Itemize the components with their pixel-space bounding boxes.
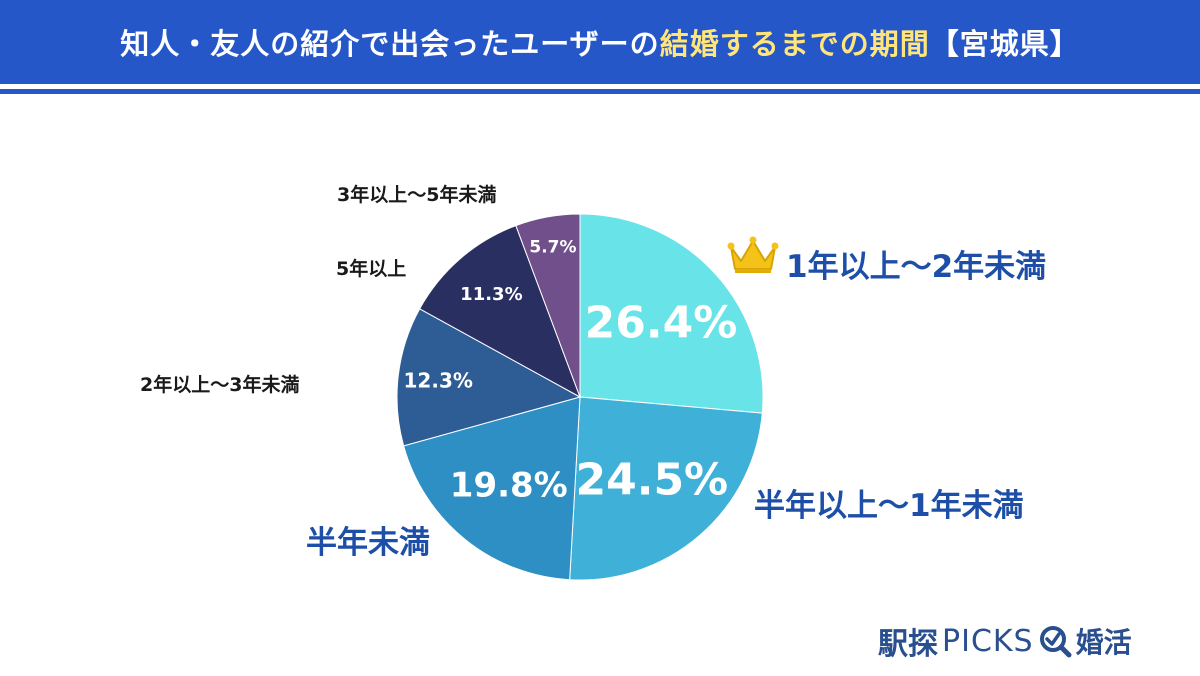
slice-value-label-5: 5.7%: [529, 238, 576, 258]
logo-text-picks: PICKS: [942, 623, 1034, 659]
slice-value-label-0: 26.4%: [585, 297, 738, 348]
category-label-under-6m: 半年未満: [306, 525, 430, 561]
slice-value-label-1: 24.5%: [576, 455, 729, 506]
title-main: 知人・友人の紹介で出会ったユーザーの: [120, 27, 660, 61]
category-label-1-2y: 1年以上～2年未満: [786, 249, 1047, 285]
header-divider-blue: [0, 89, 1200, 94]
logo-text-konkatsu: 婚活: [1075, 626, 1132, 659]
category-label-3-5y: 3年以上～5年未満: [337, 184, 497, 206]
crown-icon: [727, 236, 779, 273]
brand-logo: 駅探 PICKS 婚活: [878, 619, 1132, 663]
category-label-2-3y: 2年以上～3年未満: [140, 374, 300, 396]
category-label-5y-plus: 5年以上: [336, 258, 407, 280]
header-divider-white: [0, 84, 1200, 89]
pie-slice-0: [579, 213, 764, 414]
chart-title: 知人・友人の紹介で出会ったユーザーの結婚するまでの期間【宮城県】: [120, 21, 1079, 63]
logo-text-ekitan: 駅探: [878, 627, 938, 662]
header-bar: 知人・友人の紹介で出会ったユーザーの結婚するまでの期間【宮城県】: [0, 0, 1200, 84]
slice-value-label-2: 19.8%: [450, 465, 568, 505]
category-label-6m-1y: 半年以上～1年未満: [754, 488, 1024, 524]
slice-value-label-3: 12.3%: [404, 368, 473, 392]
pie-slice-5: [515, 213, 581, 398]
slice-value-label-4: 11.3%: [460, 284, 522, 305]
pie-slice-1: [569, 396, 763, 581]
title-suffix: 【宮城県】: [929, 27, 1080, 61]
title-highlight: 結婚するまでの期間: [659, 27, 930, 61]
magnifier-check-icon: [1039, 626, 1072, 658]
pie-slice-2: [403, 396, 581, 581]
pie-slice-3: [396, 308, 582, 447]
pie-slice-4: [418, 224, 581, 399]
